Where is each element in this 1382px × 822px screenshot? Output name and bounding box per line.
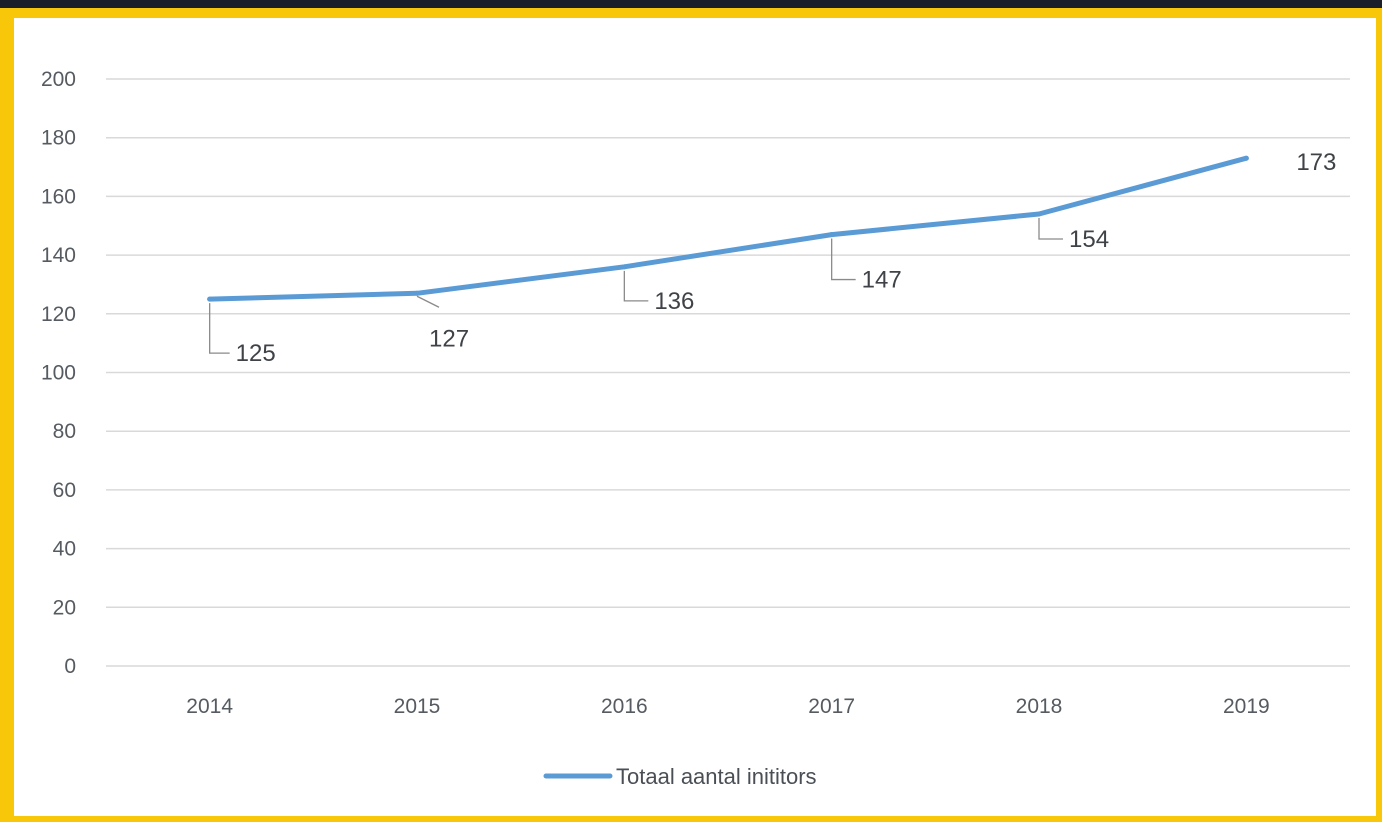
y-tick-label: 60: [53, 479, 76, 502]
x-tick-label: 2015: [394, 695, 441, 718]
data-labels: 125 127 136 147 154 173: [236, 149, 1337, 367]
data-label: 127: [429, 325, 469, 352]
y-tick-label: 100: [41, 362, 76, 385]
y-tick-label: 20: [53, 596, 76, 619]
y-tick-label: 40: [53, 538, 76, 561]
chart-frame: 0 20 40 60 80 100 120 140 160 180 200 2014 2015 2016…: [0, 8, 1382, 822]
data-label: 154: [1069, 226, 1109, 253]
y-tick-label: 160: [41, 185, 76, 208]
data-label: 125: [236, 340, 276, 367]
y-tick-label: 180: [41, 127, 76, 150]
gridlines: [106, 78, 1350, 667]
legend-label: Totaal aantal inititors: [616, 764, 817, 789]
data-point: [829, 232, 835, 238]
y-axis: 0 20 40 60 80 100 120 140 160 180 200: [41, 68, 76, 678]
x-tick-label: 2014: [186, 695, 233, 718]
data-label: 147: [862, 267, 902, 294]
y-tick-label: 140: [41, 244, 76, 267]
line-chart: 0 20 40 60 80 100 120 140 160 180 200 2014 2015 2016…: [41, 68, 1350, 789]
x-tick-label: 2018: [1016, 695, 1063, 718]
series-group: [207, 155, 1249, 302]
data-point: [414, 290, 420, 296]
leader-line: [1038, 218, 1063, 240]
data-point: [1243, 155, 1249, 161]
series-line: [207, 155, 1249, 302]
x-axis: 2014 2015 2016 2017 2018 2019: [186, 695, 1269, 718]
x-tick-label: 2016: [601, 695, 648, 718]
data-point: [621, 264, 627, 270]
y-tick-label: 120: [41, 303, 76, 326]
x-tick-label: 2017: [808, 695, 855, 718]
y-tick-label: 200: [41, 68, 76, 91]
y-tick-label: 0: [64, 655, 76, 678]
data-point: [1036, 211, 1042, 217]
chart-panel: 0 20 40 60 80 100 120 140 160 180 200 2014 2015 2016…: [14, 18, 1376, 816]
data-label: 173: [1296, 149, 1336, 176]
y-tick-label: 80: [53, 420, 76, 443]
legend: Totaal aantal inititors: [543, 764, 817, 789]
x-tick-label: 2019: [1223, 695, 1270, 718]
leader-line: [209, 303, 230, 354]
label-leader-lines: [209, 218, 1063, 354]
data-point: [207, 296, 213, 302]
leader-line: [831, 238, 856, 281]
leader-line: [623, 270, 649, 302]
data-label: 136: [654, 288, 694, 315]
leader-line: [416, 295, 440, 308]
